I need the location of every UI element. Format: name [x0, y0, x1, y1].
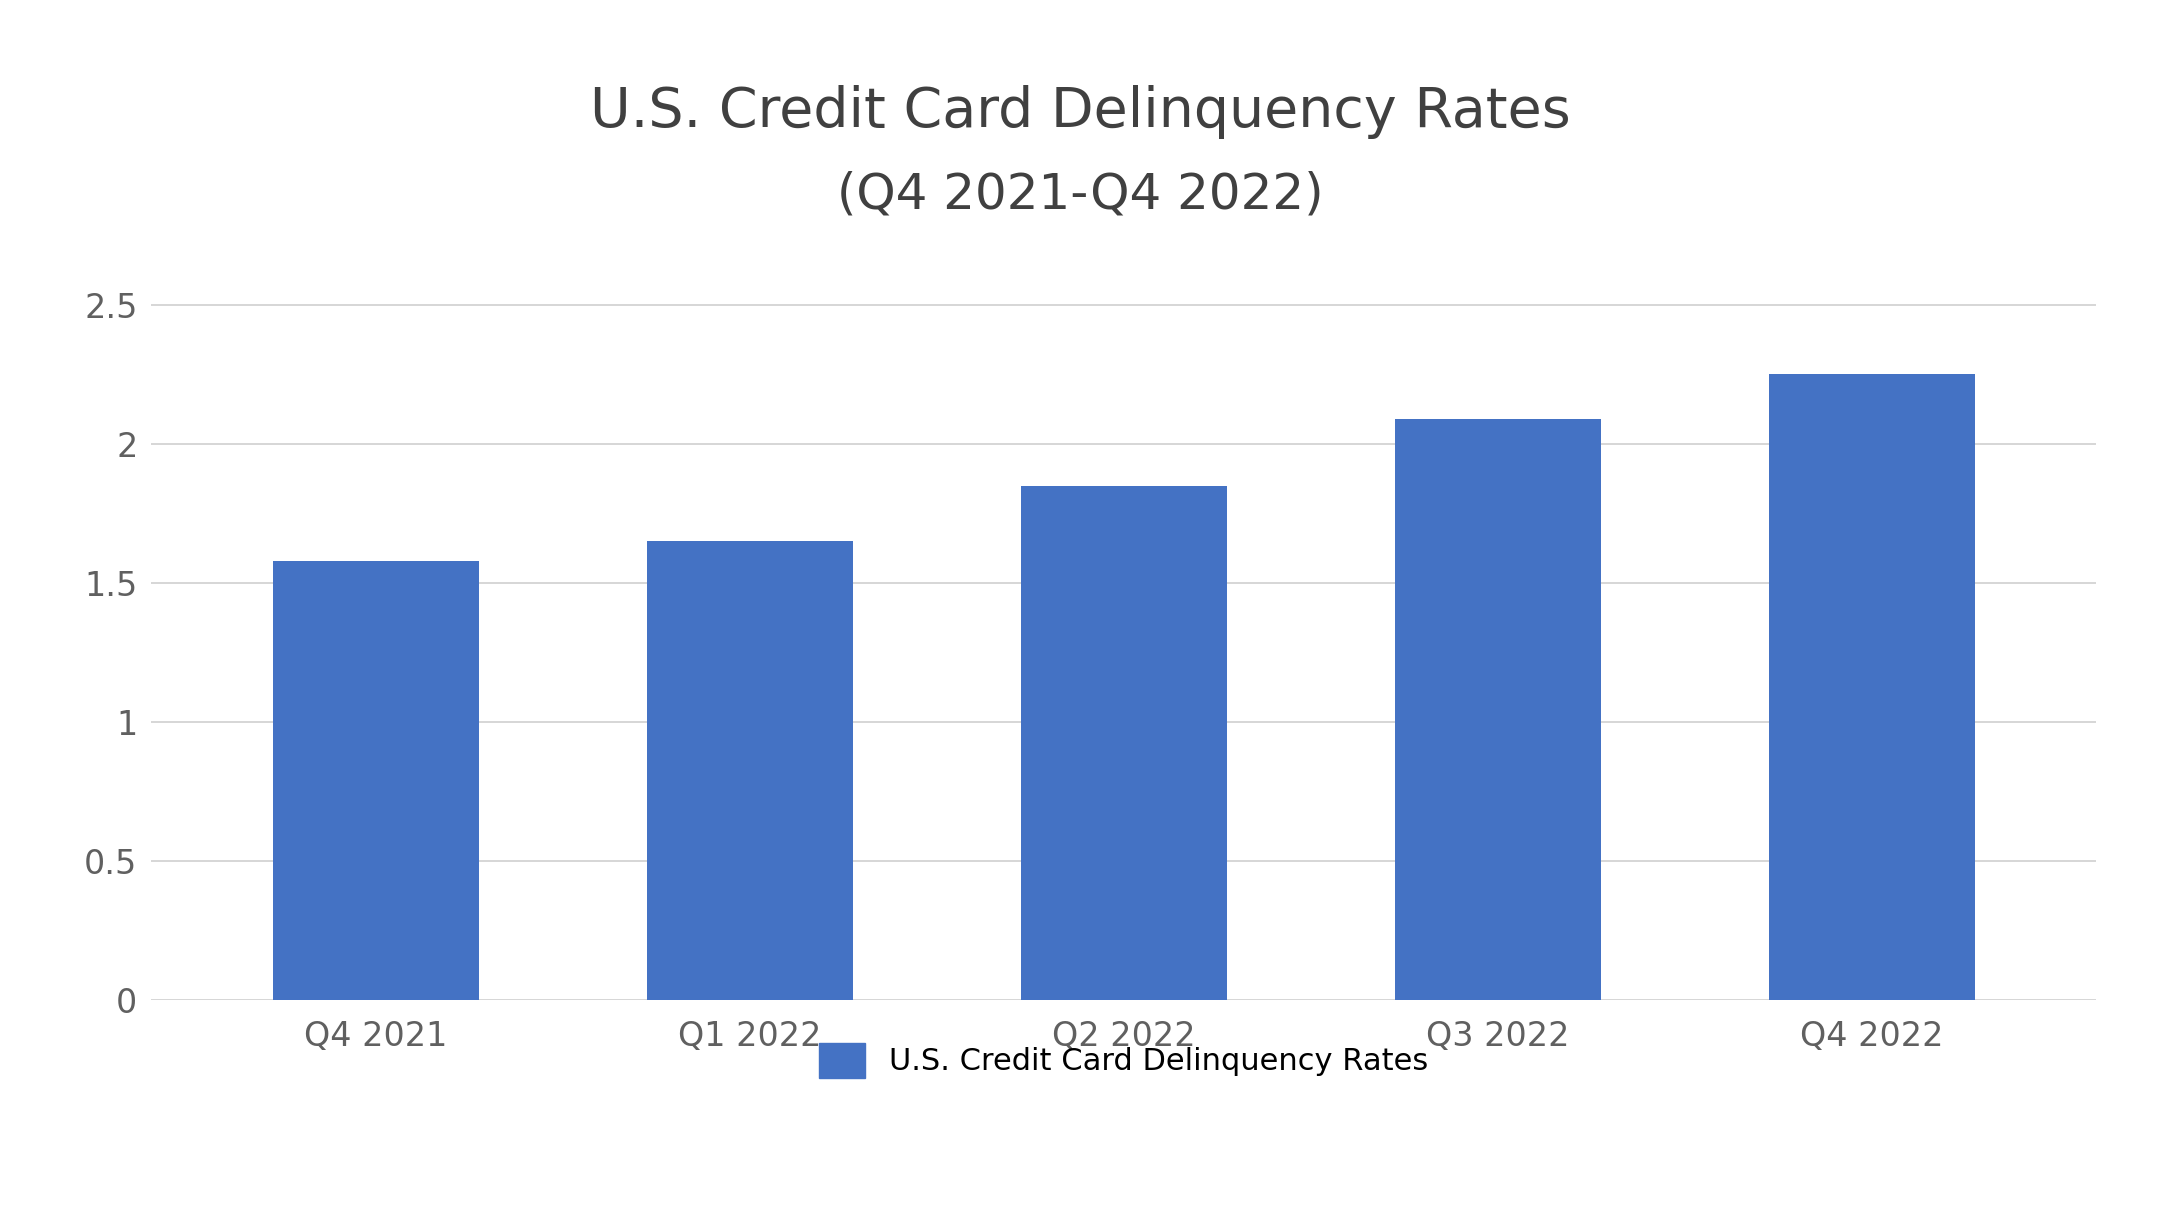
- Bar: [272, 561, 478, 1000]
- Text: (Q4 2021-Q4 2022): (Q4 2021-Q4 2022): [836, 171, 1325, 218]
- Bar: [1394, 419, 1601, 1000]
- Bar: [1770, 374, 1975, 1000]
- Bar: [1020, 485, 1227, 1000]
- Text: U.S. Credit Card Delinquency Rates: U.S. Credit Card Delinquency Rates: [590, 85, 1571, 139]
- Bar: [646, 541, 854, 1000]
- Legend: U.S. Credit Card Delinquency Rates: U.S. Credit Card Delinquency Rates: [806, 1030, 1441, 1090]
